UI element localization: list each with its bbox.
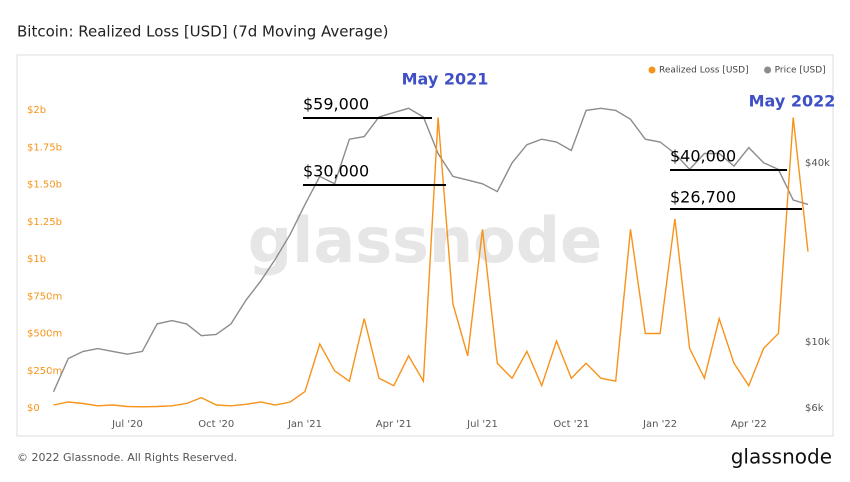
y2-tick-label: $40k — [805, 158, 830, 169]
y-tick-label: $1.75b — [27, 142, 62, 153]
plot-frame — [16, 54, 834, 437]
annotation: $30,000 — [303, 162, 369, 181]
x-tick-label: Jan '22 — [642, 419, 677, 430]
chart-title: Bitcoin: Realized Loss [USD] (7d Moving … — [17, 23, 388, 41]
y-tick-label: $750m — [27, 291, 62, 302]
y-tick-label: $500m — [27, 329, 62, 340]
legend-label: Realized Loss [USD] — [659, 66, 749, 76]
x-tick-label: Oct '21 — [553, 419, 589, 430]
x-tick-label: Jul '21 — [466, 419, 498, 430]
annotation: $59,000 — [303, 95, 369, 114]
y2-tick-label: $10k — [805, 337, 830, 348]
y-tick-label: $1.50b — [27, 180, 62, 191]
y-tick-label: $2b — [27, 105, 46, 116]
y-tick-label: $1.25b — [27, 217, 62, 228]
footer: © 2022 Glassnode. All Rights Reserved. — [17, 451, 237, 464]
legend-swatch — [648, 66, 656, 74]
annotation: May 2021 — [402, 70, 489, 89]
legend-swatch — [764, 66, 772, 74]
x-tick-label: Jul '20 — [111, 419, 143, 430]
y2-tick-label: $6k — [805, 403, 824, 414]
annotation: May 2022 — [749, 92, 836, 111]
annotation: $26,700 — [670, 188, 736, 207]
legend-label: Price [USD] — [775, 66, 826, 76]
x-tick-label: Apr '22 — [731, 419, 767, 430]
y-tick-label: $250m — [27, 366, 62, 377]
annotation: $40,000 — [670, 147, 736, 166]
x-tick-label: Oct '20 — [198, 419, 234, 430]
watermark: glassnode — [248, 204, 602, 277]
brand-logo: glassnode — [731, 445, 832, 469]
y-tick-label: $0 — [27, 403, 40, 414]
x-tick-label: Jan '21 — [287, 419, 322, 430]
y-tick-label: $1b — [27, 254, 46, 265]
series-line — [53, 117, 809, 408]
x-tick-label: Apr '21 — [376, 419, 412, 430]
series-line — [52, 107, 809, 393]
